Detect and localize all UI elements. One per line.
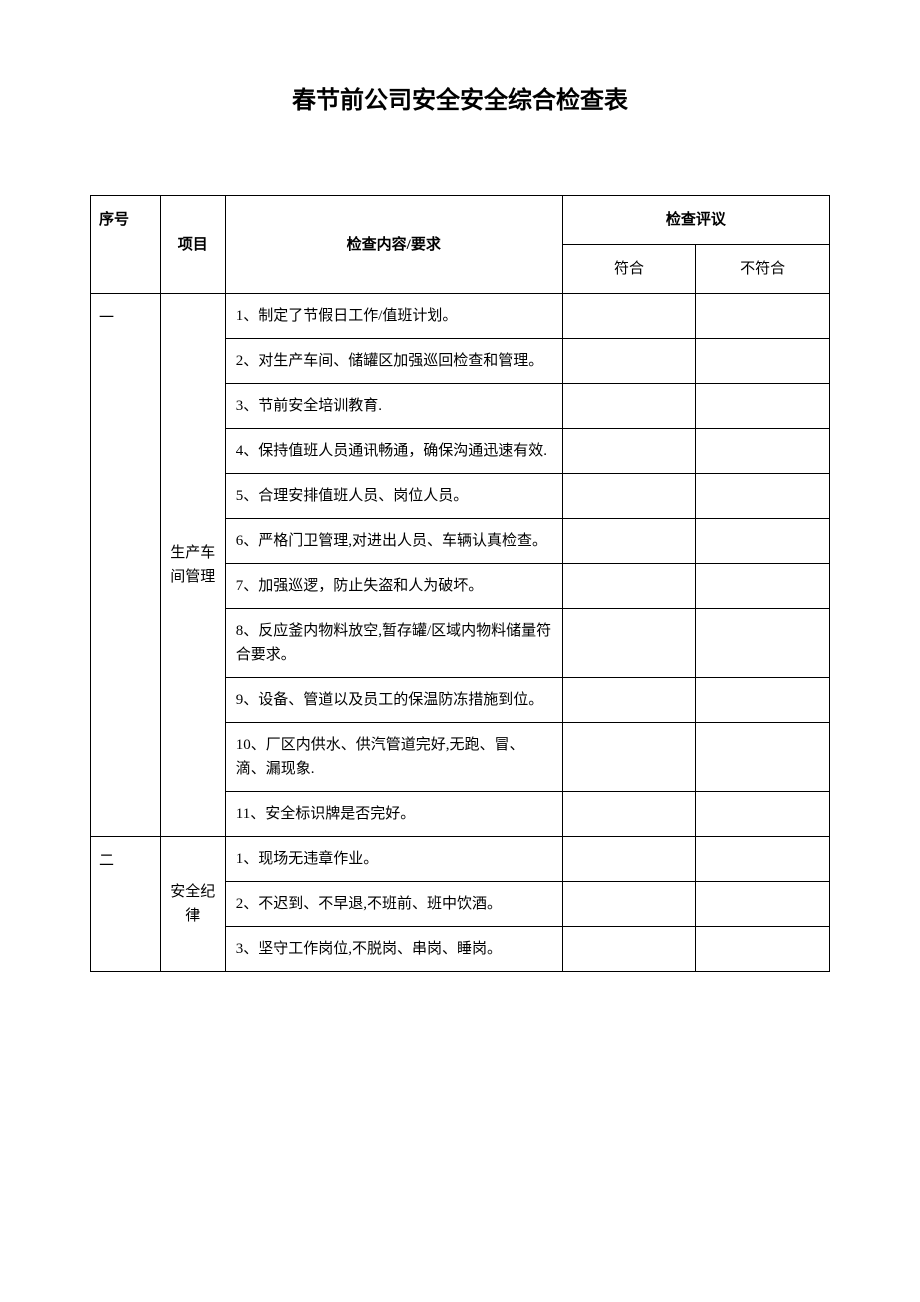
compliant-cell bbox=[562, 927, 696, 972]
compliant-cell bbox=[562, 678, 696, 723]
table-row: 一 生产车间管理 1、制定了节假日工作/值班计划。 bbox=[91, 294, 830, 339]
seq-cell: 二 bbox=[91, 837, 161, 972]
document-title: 春节前公司安全安全综合检查表 bbox=[90, 80, 830, 115]
non-compliant-cell bbox=[696, 564, 830, 609]
compliant-cell bbox=[562, 429, 696, 474]
non-compliant-cell bbox=[696, 384, 830, 429]
content-cell: 1、制定了节假日工作/值班计划。 bbox=[225, 294, 562, 339]
compliant-cell bbox=[562, 609, 696, 678]
header-compliant: 符合 bbox=[562, 245, 696, 294]
non-compliant-cell bbox=[696, 678, 830, 723]
non-compliant-cell bbox=[696, 294, 830, 339]
table-row: 二 安全纪律 1、现场无违章作业。 bbox=[91, 837, 830, 882]
non-compliant-cell bbox=[696, 339, 830, 384]
non-compliant-cell bbox=[696, 927, 830, 972]
content-cell: 9、设备、管道以及员工的保温防冻措施到位。 bbox=[225, 678, 562, 723]
non-compliant-cell bbox=[696, 474, 830, 519]
content-cell: 11、安全标识牌是否完好。 bbox=[225, 792, 562, 837]
header-row: 序号 项目 检查内容/要求 检查评议 bbox=[91, 196, 830, 245]
non-compliant-cell bbox=[696, 882, 830, 927]
content-cell: 2、不迟到、不早退,不班前、班中饮酒。 bbox=[225, 882, 562, 927]
checklist-table: 序号 项目 检查内容/要求 检查评议 符合 不符合 一 生产车间管理 1、制定了… bbox=[90, 195, 830, 972]
non-compliant-cell bbox=[696, 429, 830, 474]
compliant-cell bbox=[562, 837, 696, 882]
content-cell: 7、加强巡逻，防止失盗和人为破坏。 bbox=[225, 564, 562, 609]
header-content: 检查内容/要求 bbox=[225, 196, 562, 294]
non-compliant-cell bbox=[696, 723, 830, 792]
non-compliant-cell bbox=[696, 519, 830, 564]
content-cell: 2、对生产车间、储罐区加强巡回检查和管理。 bbox=[225, 339, 562, 384]
header-review: 检查评议 bbox=[562, 196, 829, 245]
compliant-cell bbox=[562, 564, 696, 609]
header-non-compliant: 不符合 bbox=[696, 245, 830, 294]
compliant-cell bbox=[562, 339, 696, 384]
content-cell: 4、保持值班人员通讯畅通，确保沟通迅速有效. bbox=[225, 429, 562, 474]
compliant-cell bbox=[562, 474, 696, 519]
header-seq: 序号 bbox=[91, 196, 161, 294]
compliant-cell bbox=[562, 519, 696, 564]
compliant-cell bbox=[562, 882, 696, 927]
content-cell: 3、坚守工作岗位,不脱岗、串岗、睡岗。 bbox=[225, 927, 562, 972]
non-compliant-cell bbox=[696, 609, 830, 678]
content-cell: 10、厂区内供水、供汽管道完好,无跑、冒、滴、漏现象. bbox=[225, 723, 562, 792]
content-cell: 1、现场无违章作业。 bbox=[225, 837, 562, 882]
header-project: 项目 bbox=[160, 196, 225, 294]
content-cell: 3、节前安全培训教育. bbox=[225, 384, 562, 429]
project-cell: 安全纪律 bbox=[160, 837, 225, 972]
project-cell: 生产车间管理 bbox=[160, 294, 225, 837]
compliant-cell bbox=[562, 723, 696, 792]
compliant-cell bbox=[562, 792, 696, 837]
non-compliant-cell bbox=[696, 837, 830, 882]
compliant-cell bbox=[562, 384, 696, 429]
content-cell: 8、反应釜内物料放空,暂存罐/区域内物料储量符合要求。 bbox=[225, 609, 562, 678]
non-compliant-cell bbox=[696, 792, 830, 837]
seq-cell: 一 bbox=[91, 294, 161, 837]
content-cell: 6、严格门卫管理,对进出人员、车辆认真检查。 bbox=[225, 519, 562, 564]
compliant-cell bbox=[562, 294, 696, 339]
content-cell: 5、合理安排值班人员、岗位人员。 bbox=[225, 474, 562, 519]
